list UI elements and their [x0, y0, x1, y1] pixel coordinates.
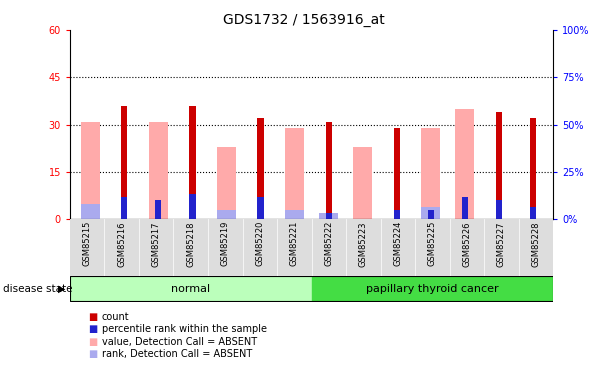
Bar [519, 219, 553, 276]
Bar [139, 219, 173, 276]
Bar [421, 207, 440, 219]
Text: GSM85218: GSM85218 [186, 221, 195, 267]
Bar [415, 219, 450, 276]
Text: GSM85220: GSM85220 [255, 221, 264, 266]
Text: GSM85228: GSM85228 [531, 221, 541, 267]
Bar [257, 197, 264, 219]
Bar [393, 210, 400, 219]
Bar [217, 147, 236, 219]
Bar [257, 118, 264, 219]
Bar [277, 219, 311, 276]
Bar [319, 213, 338, 219]
Bar [217, 210, 236, 219]
Bar [285, 210, 304, 219]
Bar [208, 219, 243, 276]
Bar [81, 204, 100, 219]
Bar [190, 194, 196, 219]
Text: ■: ■ [88, 349, 97, 359]
Bar [173, 219, 208, 276]
Text: value, Detection Call = ABSENT: value, Detection Call = ABSENT [102, 337, 257, 346]
Text: GSM85222: GSM85222 [324, 221, 333, 266]
Bar [393, 128, 400, 219]
Bar [530, 118, 536, 219]
Bar [496, 112, 502, 219]
Text: GSM85224: GSM85224 [393, 221, 402, 266]
Text: GSM85225: GSM85225 [428, 221, 437, 266]
Bar [81, 122, 100, 219]
Bar [496, 200, 502, 219]
Bar [421, 128, 440, 219]
Text: rank, Detection Call = ABSENT: rank, Detection Call = ABSENT [102, 349, 252, 359]
Bar [122, 197, 128, 219]
Bar [311, 219, 346, 276]
Bar [149, 122, 168, 219]
Text: ▶: ▶ [58, 284, 66, 294]
Text: GSM85221: GSM85221 [290, 221, 299, 266]
FancyBboxPatch shape [311, 276, 553, 301]
Bar [190, 106, 196, 219]
Text: count: count [102, 312, 129, 322]
Text: GDS1732 / 1563916_at: GDS1732 / 1563916_at [223, 13, 385, 27]
Bar [530, 207, 536, 219]
Text: GSM85217: GSM85217 [152, 221, 161, 267]
Bar [285, 128, 304, 219]
Bar [484, 219, 519, 276]
Bar [156, 200, 162, 219]
Text: ■: ■ [88, 324, 97, 334]
Bar [455, 109, 474, 219]
Text: GSM85215: GSM85215 [83, 221, 92, 266]
Bar [381, 219, 415, 276]
Bar [243, 219, 277, 276]
Text: GSM85226: GSM85226 [463, 221, 471, 267]
Bar [105, 219, 139, 276]
Text: GSM85227: GSM85227 [497, 221, 506, 267]
Bar [70, 219, 105, 276]
Text: papillary thyroid cancer: papillary thyroid cancer [366, 284, 499, 294]
Bar [325, 213, 332, 219]
Text: normal: normal [171, 284, 210, 294]
Text: percentile rank within the sample: percentile rank within the sample [102, 324, 266, 334]
Bar [122, 106, 128, 219]
Text: disease state: disease state [3, 284, 72, 294]
FancyBboxPatch shape [70, 276, 311, 301]
Bar [461, 197, 468, 219]
Bar [450, 219, 484, 276]
Bar [427, 210, 434, 219]
Text: ■: ■ [88, 337, 97, 346]
Text: GSM85219: GSM85219 [221, 221, 230, 266]
Bar [353, 147, 372, 219]
Text: GSM85223: GSM85223 [359, 221, 368, 267]
Bar [325, 122, 332, 219]
Bar [346, 219, 381, 276]
Text: GSM85216: GSM85216 [117, 221, 126, 267]
Text: ■: ■ [88, 312, 97, 322]
